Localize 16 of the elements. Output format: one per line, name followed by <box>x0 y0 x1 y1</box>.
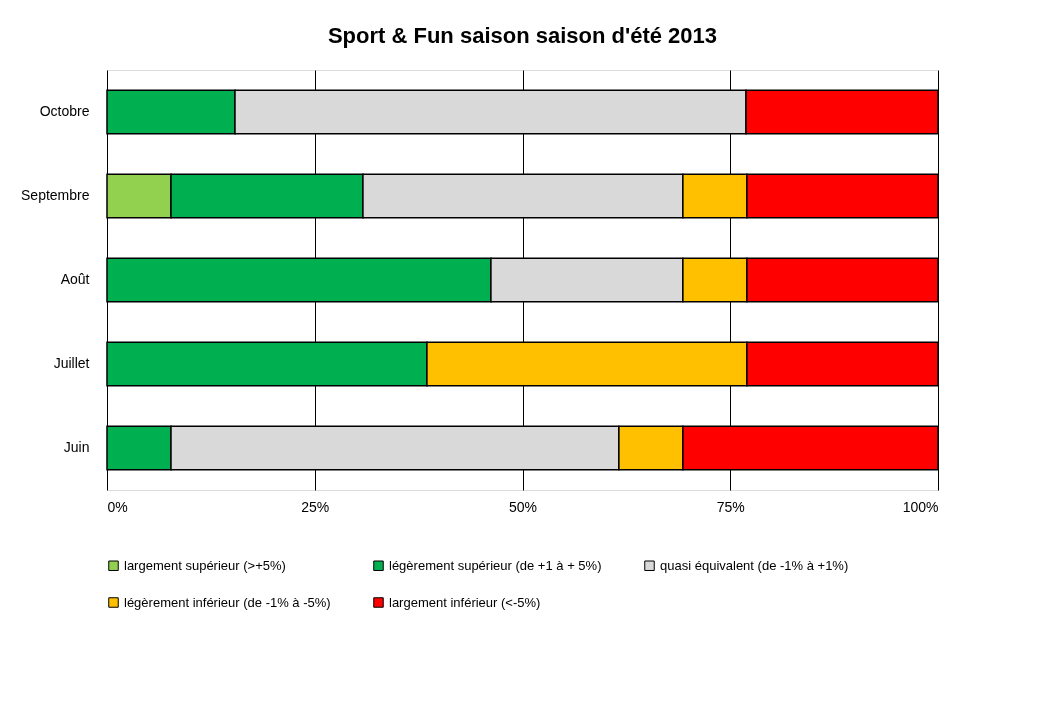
x-tick-label: 50% <box>508 498 538 515</box>
x-tick-label: 100% <box>902 498 939 515</box>
legend-label: légèrement supérieur (de +1 à + 5%) <box>389 557 602 573</box>
y-tick-label: Juillet <box>53 355 90 371</box>
y-tick-label: Octobre <box>39 103 90 119</box>
legend-label: quasi équivalent (de -1% à +1%) <box>660 557 849 573</box>
chart-title: Sport & Fun saison saison d'été 2013 <box>327 23 718 48</box>
x-tick-label: 25% <box>301 498 330 515</box>
x-tick-label: 75% <box>716 498 745 515</box>
legend-label: légèrement inférieur (de -1% à -5%) <box>124 594 331 610</box>
legend-label: largement inférieur (<-5%) <box>389 594 541 610</box>
y-tick-label: Juin <box>63 439 90 455</box>
y-tick-label: Septembre <box>21 187 90 203</box>
legend-label: largement supérieur (>+5%) <box>124 557 286 573</box>
x-tick-label: 0% <box>107 498 128 515</box>
y-tick-label: Août <box>60 271 90 287</box>
